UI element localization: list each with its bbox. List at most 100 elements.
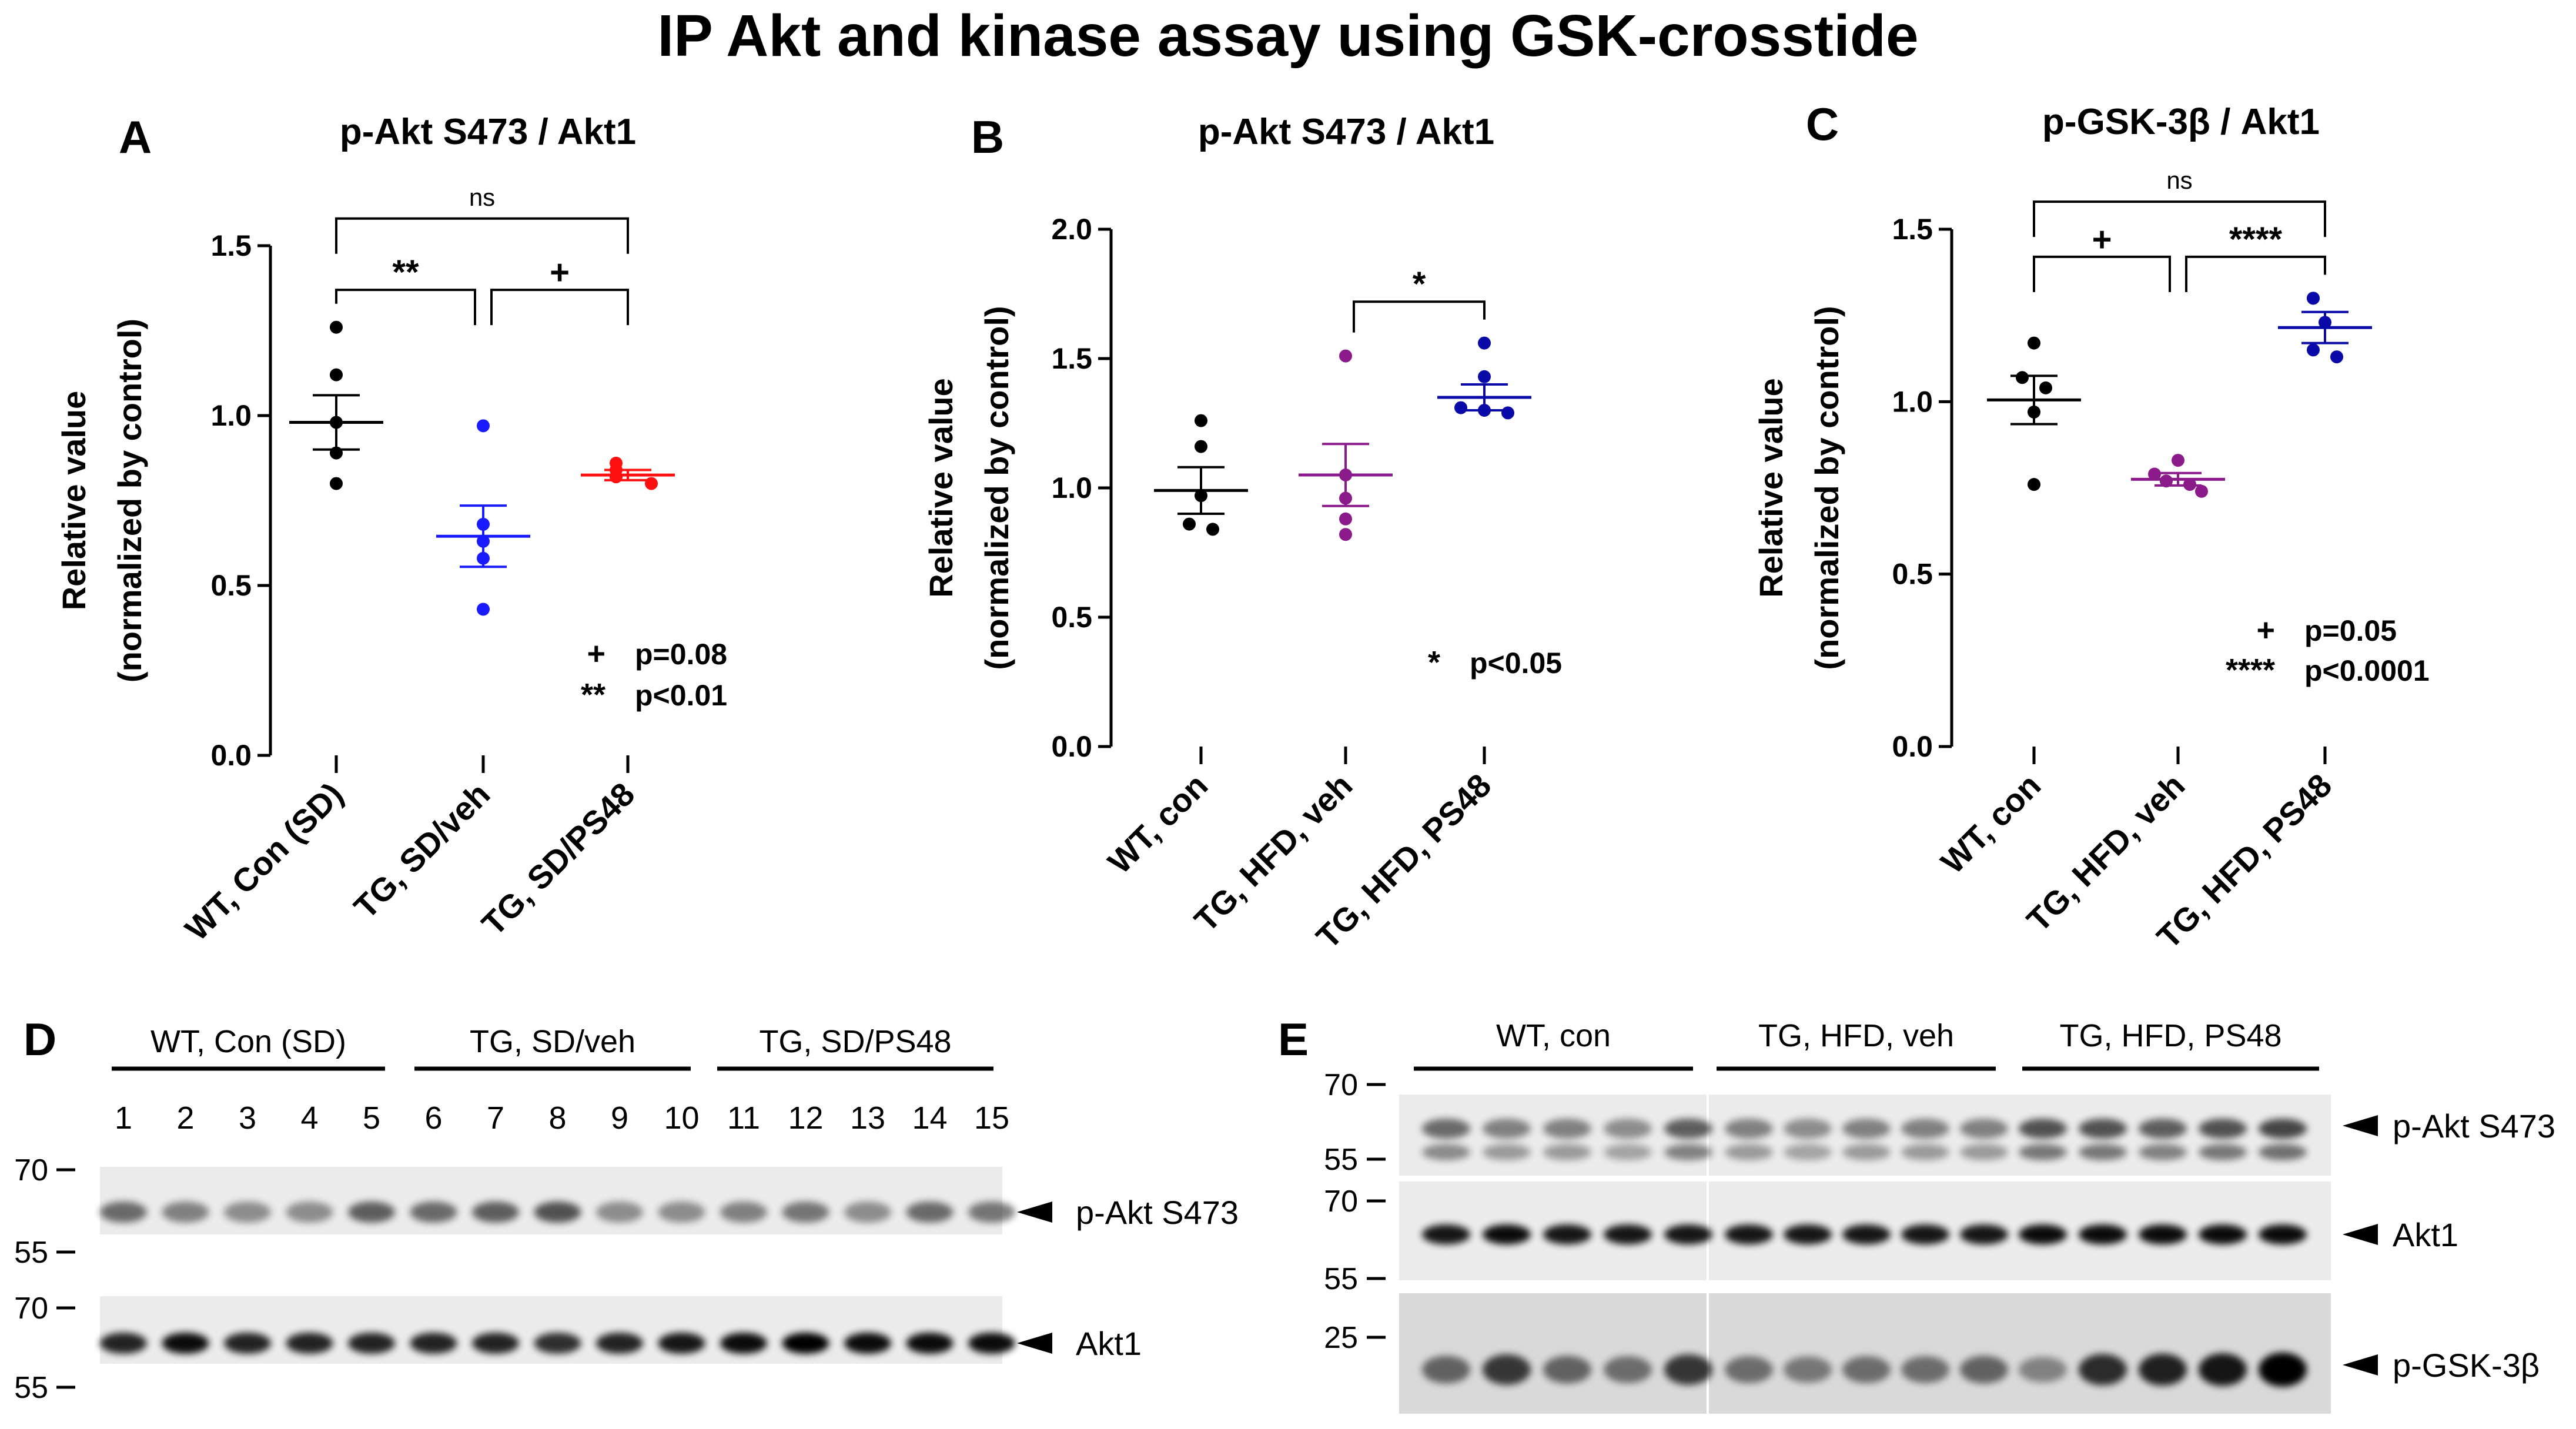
panel-letter: C: [1806, 98, 1839, 150]
blot-band: [2139, 1353, 2187, 1386]
lane-number: 15: [974, 1100, 1009, 1136]
mw-marker: 55: [14, 1371, 48, 1405]
lane-number: 6: [424, 1100, 442, 1136]
mw-marker: 55: [1324, 1262, 1358, 1296]
significance-bracket: [335, 217, 629, 254]
blot-band: [2079, 1224, 2127, 1244]
data-point: [1206, 523, 1219, 536]
y-tick-label: 0.0: [1051, 730, 1092, 763]
blot-band: [1725, 1224, 1773, 1244]
blot-band: [1483, 1119, 1531, 1139]
blot-group-label: WT, Con (SD): [150, 1024, 346, 1059]
data-point: [1454, 401, 1467, 414]
blot-band: [720, 1333, 767, 1354]
blot-row-label: p-Akt S473: [1076, 1194, 1239, 1231]
lane-number: 4: [300, 1100, 318, 1136]
blot-band: [1842, 1119, 1891, 1139]
significance-label: **: [392, 253, 419, 292]
blot-band: [1725, 1119, 1773, 1139]
blot-band: [1604, 1144, 1652, 1160]
blot-band: [1901, 1224, 1949, 1244]
y-axis-label: (normalized by control): [111, 319, 148, 682]
lane-number: 8: [548, 1100, 566, 1136]
blot-band: [1960, 1224, 2008, 1244]
blot-strip: [100, 1167, 1002, 1234]
x-tick-label: WT, con: [1933, 767, 2048, 881]
data-point: [1478, 336, 1491, 350]
blot-band: [472, 1333, 519, 1354]
mw-marker: 70: [14, 1291, 48, 1326]
blot-band: [286, 1202, 333, 1223]
significance-label: +: [2092, 220, 2112, 259]
figure-title: IP Akt and kinase assay using GSK-crosst…: [657, 3, 1918, 69]
blot-band: [1664, 1119, 1712, 1139]
data-point: [1339, 512, 1352, 526]
panel-letter: D: [24, 1013, 56, 1065]
blot-band: [2019, 1144, 2067, 1160]
data-point: [2307, 292, 2320, 305]
blot-band: [844, 1202, 891, 1223]
blot-band: [472, 1202, 519, 1223]
blot-band: [224, 1202, 271, 1223]
blot-band: [1725, 1356, 1773, 1383]
blot-row-label: Akt1: [1076, 1325, 1142, 1362]
y-tick-label: 2.0: [1051, 213, 1092, 246]
blot-row-label: p-GSK-3β: [2393, 1347, 2540, 1384]
blot-band: [1604, 1224, 1652, 1244]
blot-band: [1604, 1356, 1652, 1383]
mw-marker: 25: [1324, 1321, 1358, 1355]
lane-number: 11: [727, 1100, 760, 1136]
blot-band: [1784, 1144, 1832, 1160]
blot-band: [658, 1333, 705, 1354]
blot-band: [720, 1202, 767, 1223]
data-point: [2330, 350, 2343, 364]
blot-group-label: TG, HFD, veh: [1758, 1018, 1954, 1053]
y-axis-label: Relative value: [55, 391, 92, 611]
blot-band: [2019, 1357, 2067, 1383]
blot-band: [1483, 1144, 1531, 1160]
legend-text: p=0.05: [2304, 614, 2397, 647]
arrow-icon: [2343, 1354, 2378, 1376]
significance-bracket: [335, 289, 476, 326]
blot-band: [2079, 1144, 2127, 1160]
y-tick-label: 1.5: [1051, 342, 1092, 375]
blot-row-label: Akt1: [2393, 1216, 2458, 1253]
blot-band: [1960, 1119, 2008, 1139]
blot-band: [1784, 1119, 1832, 1139]
blot-band: [2259, 1224, 2307, 1244]
blot-band: [348, 1202, 395, 1223]
significance-bracket: [2033, 255, 2171, 292]
lane-number: 3: [239, 1100, 256, 1136]
blot-band: [534, 1333, 581, 1354]
data-point: [2172, 454, 2184, 467]
mw-marker: 70: [14, 1153, 48, 1187]
data-point: [2016, 371, 2029, 384]
arrow-icon: [1017, 1202, 1052, 1223]
blot-band: [2079, 1119, 2127, 1139]
blot-band: [596, 1333, 643, 1354]
legend-symbol: **: [581, 677, 605, 712]
blot-band: [1422, 1144, 1470, 1160]
blot-band: [348, 1333, 395, 1354]
blot-band: [410, 1202, 457, 1223]
significance-bracket: [1353, 300, 1486, 333]
data-point: [2039, 381, 2052, 394]
blot-band: [1543, 1356, 1591, 1384]
blot-band: [2199, 1353, 2247, 1386]
legend-text: p<0.05: [1470, 647, 1562, 680]
blot-band: [2199, 1144, 2247, 1160]
blot-band: [1901, 1356, 1949, 1383]
blot-band: [286, 1333, 333, 1354]
blot-band: [906, 1202, 954, 1223]
blot-band: [968, 1202, 1015, 1223]
blot-band: [1901, 1144, 1949, 1160]
lane-number: 1: [115, 1100, 132, 1136]
arrow-icon: [2343, 1115, 2378, 1136]
y-axis-label: (normalized by control): [1808, 306, 1845, 670]
blot-band: [1664, 1144, 1712, 1160]
blot-band: [1901, 1119, 1949, 1139]
blot-band: [2259, 1353, 2307, 1387]
